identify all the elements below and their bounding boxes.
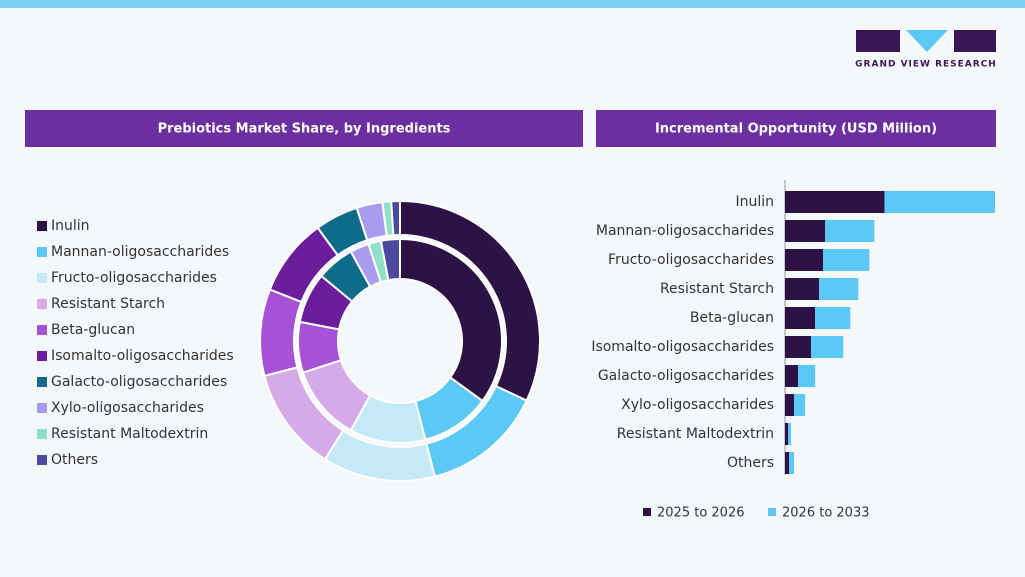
- y-tick-label: Resistant Starch: [660, 281, 774, 297]
- bar: [785, 307, 816, 329]
- legend-label: Beta-glucan: [51, 322, 135, 338]
- legend-swatch: [37, 455, 47, 465]
- legend-label: Others: [51, 452, 98, 468]
- legend-label: 2026 to 2033: [782, 506, 869, 521]
- legend-swatch: [37, 299, 47, 309]
- bar: [825, 220, 875, 242]
- bar: [785, 191, 885, 213]
- chart-title: Prebiotics Market Share, by Ingredients: [158, 122, 451, 137]
- legend-label: Mannan-oligosaccharides: [51, 244, 229, 260]
- donut-segment: [390, 199, 401, 237]
- legend-label: Inulin: [51, 218, 90, 234]
- legend-swatch: [37, 273, 47, 283]
- logo-text: GRAND VIEW RESEARCH: [855, 60, 997, 70]
- y-tick-label: Inulin: [735, 194, 774, 210]
- y-tick-label: Resistant Maltodextrin: [617, 426, 774, 442]
- bar: [785, 423, 789, 445]
- y-tick-label: Fructo-oligosaccharides: [608, 252, 774, 268]
- donut-segment: [379, 237, 401, 282]
- bar: [785, 394, 795, 416]
- legend-swatch: [37, 351, 47, 361]
- donut-segment: [399, 237, 503, 403]
- bar: [789, 452, 795, 474]
- panel-header: [25, 110, 583, 147]
- legend-swatch: [643, 508, 651, 516]
- y-tick-label: Xylo-oligosaccharides: [621, 397, 774, 413]
- y-tick-label: Others: [727, 455, 774, 471]
- legend-swatch: [37, 247, 47, 257]
- bar: [785, 336, 812, 358]
- bar: [819, 278, 859, 300]
- legend-label: 2025 to 2026: [657, 506, 744, 521]
- top-stripe: [0, 0, 1025, 8]
- bar: [815, 307, 851, 329]
- legend-label: Galacto-oligosaccharides: [51, 374, 227, 390]
- legend-label: Isomalto-oligosaccharides: [51, 348, 234, 364]
- bar: [884, 191, 995, 213]
- legend-swatch: [768, 508, 776, 516]
- legend-swatch: [37, 325, 47, 335]
- y-tick-label: Isomalto-oligosaccharides: [591, 339, 774, 355]
- y-tick-label: Beta-glucan: [690, 310, 774, 326]
- y-tick-label: Galacto-oligosaccharides: [598, 368, 774, 384]
- bar: [823, 249, 870, 271]
- legend-swatch: [37, 221, 47, 231]
- panel-header: [596, 110, 996, 147]
- bar: [785, 249, 824, 271]
- y-tick-label: Mannan-oligosaccharides: [596, 223, 774, 239]
- bar: [785, 278, 820, 300]
- legend-swatch: [37, 403, 47, 413]
- bar: [788, 423, 792, 445]
- bar: [785, 365, 799, 387]
- legend-swatch: [37, 429, 47, 439]
- bar: [811, 336, 844, 358]
- chart-title: Incremental Opportunity (USD Million): [655, 122, 937, 137]
- legend-swatch: [37, 377, 47, 387]
- legend-label: Fructo-oligosaccharides: [51, 270, 217, 286]
- bar: [785, 220, 826, 242]
- logo-mark: [856, 30, 996, 52]
- bar: [794, 394, 806, 416]
- legend-label: Resistant Starch: [51, 296, 165, 312]
- bar: [785, 452, 790, 474]
- legend-label: Xylo-oligosaccharides: [51, 400, 204, 416]
- legend-label: Resistant Maltodextrin: [51, 426, 208, 442]
- bar: [798, 365, 816, 387]
